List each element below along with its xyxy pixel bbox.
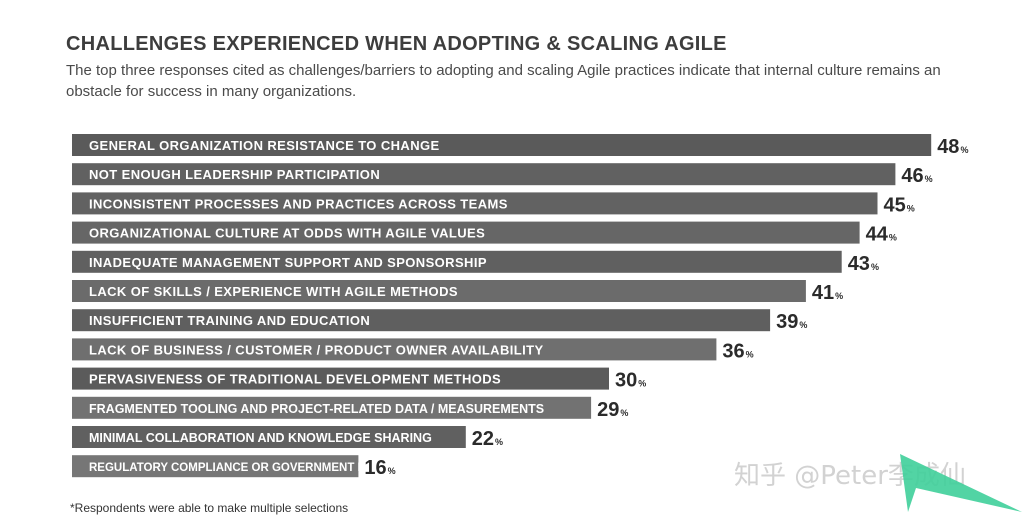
bar-value-label: 46% — [901, 165, 932, 187]
bar-category-label: LACK OF SKILLS / EXPERIENCE WITH AGILE M… — [89, 284, 458, 299]
bar-category-label: INCONSISTENT PROCESSES AND PRACTICES ACR… — [89, 196, 508, 211]
watermark-logo — [900, 454, 1022, 512]
bar-value-label: 22% — [472, 428, 503, 450]
bar-value-label: 44% — [866, 224, 897, 246]
bar — [72, 396, 592, 419]
bar-value-label: 29% — [597, 399, 628, 421]
chart-title: CHALLENGES EXPERIENCED WHEN ADOPTING & S… — [66, 33, 727, 55]
bar-category-label: LACK OF BUSINESS / CUSTOMER / PRODUCT OW… — [89, 342, 544, 357]
bar — [72, 250, 842, 273]
bar — [72, 367, 609, 390]
bar-value-label: 43% — [848, 253, 879, 275]
bar-value-label: 45% — [884, 194, 915, 216]
bar-category-label: INADEQUATE MANAGEMENT SUPPORT AND SPONSO… — [89, 255, 487, 270]
footnote: *Respondents were able to make multiple … — [70, 501, 349, 515]
bar — [72, 134, 932, 156]
bar-category-label: NOT ENOUGH LEADERSHIP PARTICIPATION — [89, 167, 380, 182]
bar-category-label: ORGANIZATIONAL CULTURE AT ODDS WITH AGIL… — [89, 226, 485, 241]
bar-category-label: INSUFFICIENT TRAINING AND EDUCATION — [89, 313, 370, 328]
bar-value-label: 36% — [722, 340, 753, 362]
bar-value-label: 39% — [776, 311, 807, 333]
bar-category-label: MINIMAL COLLABORATION AND KNOWLEDGE SHAR… — [89, 431, 432, 445]
bar — [72, 338, 717, 361]
bar-category-label: PERVASIVENESS OF TRADITIONAL DEVELOPMENT… — [89, 372, 501, 387]
bar-category-label: GENERAL ORGANIZATION RESISTANCE TO CHANG… — [89, 138, 440, 153]
bar-value-label: 41% — [812, 282, 843, 304]
bar — [72, 455, 359, 478]
bar-value-label: 30% — [615, 370, 646, 392]
bar — [72, 221, 860, 244]
bar — [72, 280, 806, 302]
bar-value-label: 48% — [937, 136, 968, 158]
bar-category-label: FRAGMENTED TOOLING AND PROJECT-RELATED D… — [89, 402, 544, 416]
chart-subtitle: The top three responses cited as challen… — [66, 62, 941, 100]
bar — [72, 309, 771, 332]
bar — [72, 163, 896, 186]
bar — [72, 426, 466, 448]
bar-value-label: 16% — [364, 457, 395, 479]
bar-category-label: REGULATORY COMPLIANCE OR GOVERNMENT ISSU… — [89, 462, 392, 474]
bar — [72, 192, 878, 215]
